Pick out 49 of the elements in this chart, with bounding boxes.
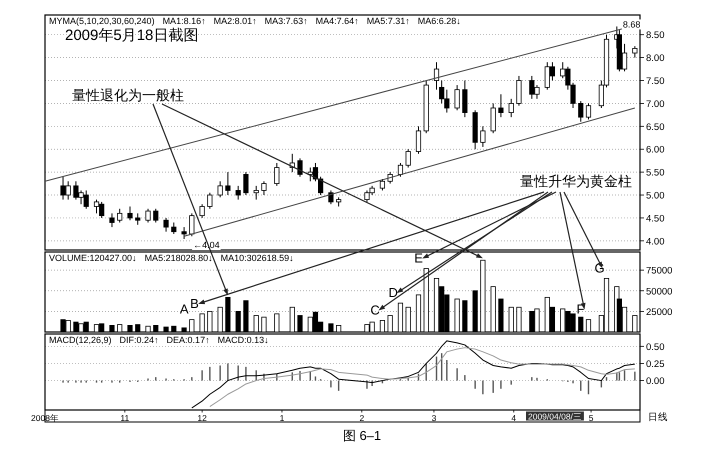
- y-tick-label: 0.50: [646, 342, 664, 353]
- annotation: MA2:8.01↑: [214, 16, 257, 26]
- annotation: MA4:7.64↑: [316, 16, 359, 26]
- y-tick-label: 7.50: [646, 76, 664, 88]
- annotation: MA3:7.63↑: [264, 16, 308, 26]
- text: 2009年5月18日截图: [65, 27, 198, 44]
- y-tick-label: 0.00: [646, 376, 664, 388]
- y-tick-label: 4.50: [646, 213, 664, 224]
- y-tick-label: 6.50: [646, 122, 664, 133]
- caption: 图 6–1: [342, 428, 382, 443]
- x-tick-label: 5: [588, 412, 594, 423]
- x-tick-label: 11: [120, 412, 130, 423]
- y-tick-label: 6.00: [646, 144, 664, 156]
- annotation: B: [190, 296, 199, 311]
- annotation: 量性退化为一般柱: [72, 87, 184, 103]
- annotation: DIF:0.24↑: [120, 335, 159, 345]
- y-tick-label: 5.00: [646, 190, 664, 202]
- annotation: D: [388, 285, 398, 300]
- annotation: MA5:218028.80↓: [144, 253, 213, 263]
- y-tick-label: 50000: [646, 286, 672, 298]
- x-tick-label: 12: [197, 412, 208, 423]
- y-tick-label: 8.50: [646, 30, 664, 42]
- annotation: MA10:302618.59↓: [220, 253, 294, 263]
- annotation: MACD(12,26,9): [49, 335, 112, 345]
- annotation: A: [180, 302, 189, 317]
- x-tick-label: 4: [511, 412, 516, 423]
- x-tick-label: 3: [432, 412, 437, 423]
- annotation: DEA:0.17↑: [166, 335, 210, 345]
- annotation: 量性升华为黄金柱: [520, 173, 632, 189]
- y-tick-label: 25000: [646, 306, 672, 318]
- text: 日线: [648, 411, 668, 423]
- annotation: 8.68: [622, 19, 640, 30]
- y-tick-label: 8.00: [646, 53, 664, 64]
- y-tick-label: 75000: [646, 266, 672, 277]
- y-tick-label: 4.00: [646, 236, 664, 248]
- annotation: MA6:6.28↓: [418, 16, 461, 26]
- y-tick-label: 7.00: [646, 98, 664, 110]
- annotation: E: [414, 250, 424, 266]
- annotation: MACD:0.13↓: [218, 335, 269, 345]
- x-tick-label: 2: [359, 412, 364, 423]
- text: 2009/04/08/三: [528, 412, 582, 422]
- x-tick-label: 1: [280, 412, 285, 423]
- y-tick-label: 5.50: [646, 168, 664, 179]
- y-tick-label: 0.25: [646, 358, 664, 370]
- annotation: C: [370, 302, 380, 318]
- annotation: VOLUME:120427.00↓: [49, 253, 137, 263]
- annotation: MYMA(5,10,20,30,60,240): [49, 16, 155, 26]
- annotation: MA5:7.31↑: [366, 16, 410, 26]
- annotation: MA1:8.16↑: [162, 16, 206, 26]
